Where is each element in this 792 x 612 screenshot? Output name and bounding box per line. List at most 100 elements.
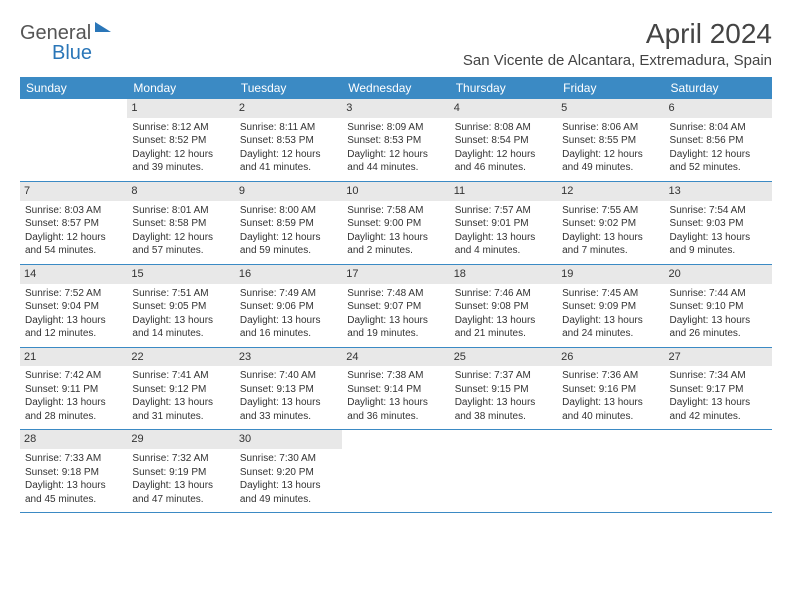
sunset-label: Sunset: 9:11 PM xyxy=(25,383,122,397)
day-number: 26 xyxy=(557,348,664,367)
location-label: San Vicente de Alcantara, Extremadura, S… xyxy=(463,52,772,69)
daylight-label: Daylight: 13 hours and 26 minutes. xyxy=(670,314,767,341)
daylight-label: Daylight: 13 hours and 2 minutes. xyxy=(347,231,444,258)
weekday-header: Monday xyxy=(127,77,234,99)
daylight-label: Daylight: 13 hours and 31 minutes. xyxy=(132,396,229,423)
sunrise-label: Sunrise: 7:48 AM xyxy=(347,287,444,301)
sunset-label: Sunset: 9:05 PM xyxy=(132,300,229,314)
day-number: 19 xyxy=(557,265,664,284)
day-number: 8 xyxy=(127,182,234,201)
sunrise-label: Sunrise: 7:36 AM xyxy=(562,369,659,383)
day-number: 12 xyxy=(557,182,664,201)
day-number: 22 xyxy=(127,348,234,367)
sunset-label: Sunset: 8:53 PM xyxy=(240,134,337,148)
day-cell: 24Sunrise: 7:38 AMSunset: 9:14 PMDayligh… xyxy=(342,348,449,430)
daylight-label: Daylight: 13 hours and 49 minutes. xyxy=(240,479,337,506)
daylight-label: Daylight: 13 hours and 21 minutes. xyxy=(455,314,552,341)
sunrise-label: Sunrise: 8:00 AM xyxy=(240,204,337,218)
daylight-label: Daylight: 13 hours and 9 minutes. xyxy=(670,231,767,258)
sunrise-label: Sunrise: 7:38 AM xyxy=(347,369,444,383)
day-number: 28 xyxy=(20,430,127,449)
sunrise-label: Sunrise: 7:41 AM xyxy=(132,369,229,383)
week-row: 14Sunrise: 7:52 AMSunset: 9:04 PMDayligh… xyxy=(20,265,772,348)
day-cell: 16Sunrise: 7:49 AMSunset: 9:06 PMDayligh… xyxy=(235,265,342,347)
day-cell: 30Sunrise: 7:30 AMSunset: 9:20 PMDayligh… xyxy=(235,430,342,512)
day-cell: 25Sunrise: 7:37 AMSunset: 9:15 PMDayligh… xyxy=(450,348,557,430)
day-number: 20 xyxy=(665,265,772,284)
daylight-label: Daylight: 13 hours and 38 minutes. xyxy=(455,396,552,423)
sunset-label: Sunset: 9:07 PM xyxy=(347,300,444,314)
weekday-header-row: SundayMondayTuesdayWednesdayThursdayFrid… xyxy=(20,77,772,99)
day-cell: 3Sunrise: 8:09 AMSunset: 8:53 PMDaylight… xyxy=(342,99,449,181)
day-number xyxy=(557,430,664,449)
daylight-label: Daylight: 13 hours and 28 minutes. xyxy=(25,396,122,423)
sunrise-label: Sunrise: 7:52 AM xyxy=(25,287,122,301)
weekday-header: Friday xyxy=(557,77,664,99)
sunset-label: Sunset: 9:10 PM xyxy=(670,300,767,314)
daylight-label: Daylight: 12 hours and 52 minutes. xyxy=(670,148,767,175)
daylight-label: Daylight: 12 hours and 57 minutes. xyxy=(132,231,229,258)
day-cell: 28Sunrise: 7:33 AMSunset: 9:18 PMDayligh… xyxy=(20,430,127,512)
day-cell: 8Sunrise: 8:01 AMSunset: 8:58 PMDaylight… xyxy=(127,182,234,264)
sunset-label: Sunset: 9:17 PM xyxy=(670,383,767,397)
day-cell: 14Sunrise: 7:52 AMSunset: 9:04 PMDayligh… xyxy=(20,265,127,347)
day-number: 6 xyxy=(665,99,772,118)
day-number: 27 xyxy=(665,348,772,367)
sunrise-label: Sunrise: 7:32 AM xyxy=(132,452,229,466)
day-number: 24 xyxy=(342,348,449,367)
sunset-label: Sunset: 9:08 PM xyxy=(455,300,552,314)
day-cell: 10Sunrise: 7:58 AMSunset: 9:00 PMDayligh… xyxy=(342,182,449,264)
sunrise-label: Sunrise: 7:44 AM xyxy=(670,287,767,301)
sunrise-label: Sunrise: 7:51 AM xyxy=(132,287,229,301)
sunset-label: Sunset: 9:04 PM xyxy=(25,300,122,314)
sunset-label: Sunset: 9:00 PM xyxy=(347,217,444,231)
sunrise-label: Sunrise: 7:55 AM xyxy=(562,204,659,218)
sunset-label: Sunset: 8:57 PM xyxy=(25,217,122,231)
weekday-header: Wednesday xyxy=(342,77,449,99)
page-title: April 2024 xyxy=(463,18,772,50)
sunrise-label: Sunrise: 8:04 AM xyxy=(670,121,767,135)
sunset-label: Sunset: 9:16 PM xyxy=(562,383,659,397)
day-cell xyxy=(665,430,772,512)
day-number xyxy=(450,430,557,449)
daylight-label: Daylight: 13 hours and 7 minutes. xyxy=(562,231,659,258)
daylight-label: Daylight: 13 hours and 16 minutes. xyxy=(240,314,337,341)
day-number: 16 xyxy=(235,265,342,284)
daylight-label: Daylight: 12 hours and 39 minutes. xyxy=(132,148,229,175)
daylight-label: Daylight: 12 hours and 41 minutes. xyxy=(240,148,337,175)
weekday-header: Tuesday xyxy=(235,77,342,99)
day-cell: 26Sunrise: 7:36 AMSunset: 9:16 PMDayligh… xyxy=(557,348,664,430)
day-number: 9 xyxy=(235,182,342,201)
weekday-header: Saturday xyxy=(665,77,772,99)
day-cell: 27Sunrise: 7:34 AMSunset: 9:17 PMDayligh… xyxy=(665,348,772,430)
day-number: 21 xyxy=(20,348,127,367)
sunrise-label: Sunrise: 7:58 AM xyxy=(347,204,444,218)
sunset-label: Sunset: 8:54 PM xyxy=(455,134,552,148)
day-number: 3 xyxy=(342,99,449,118)
daylight-label: Daylight: 12 hours and 49 minutes. xyxy=(562,148,659,175)
sunset-label: Sunset: 9:20 PM xyxy=(240,466,337,480)
sunrise-label: Sunrise: 7:42 AM xyxy=(25,369,122,383)
day-number: 15 xyxy=(127,265,234,284)
sunrise-label: Sunrise: 7:45 AM xyxy=(562,287,659,301)
daylight-label: Daylight: 13 hours and 33 minutes. xyxy=(240,396,337,423)
day-cell: 12Sunrise: 7:55 AMSunset: 9:02 PMDayligh… xyxy=(557,182,664,264)
title-block: April 2024 San Vicente de Alcantara, Ext… xyxy=(463,18,772,69)
daylight-label: Daylight: 13 hours and 42 minutes. xyxy=(670,396,767,423)
sunset-label: Sunset: 9:14 PM xyxy=(347,383,444,397)
day-number: 5 xyxy=(557,99,664,118)
week-row: 1Sunrise: 8:12 AMSunset: 8:52 PMDaylight… xyxy=(20,99,772,182)
sunset-label: Sunset: 8:56 PM xyxy=(670,134,767,148)
day-number xyxy=(342,430,449,449)
calendar: SundayMondayTuesdayWednesdayThursdayFrid… xyxy=(20,77,772,513)
day-number: 17 xyxy=(342,265,449,284)
sunrise-label: Sunrise: 7:37 AM xyxy=(455,369,552,383)
brand-logo: General Blue xyxy=(20,22,111,45)
day-cell xyxy=(557,430,664,512)
day-number: 1 xyxy=(127,99,234,118)
day-cell: 21 Sunrise: 7:42 AMSunset: 9:11 PMDayligh… xyxy=(20,348,127,430)
week-row: 7Sunrise: 8:03 AMSunset: 8:57 PMDaylight… xyxy=(20,182,772,265)
header: General Blue April 2024 San Vicente de A… xyxy=(20,18,772,69)
sunrise-label: Sunrise: 8:06 AM xyxy=(562,121,659,135)
sunrise-label: Sunrise: 7:33 AM xyxy=(25,452,122,466)
